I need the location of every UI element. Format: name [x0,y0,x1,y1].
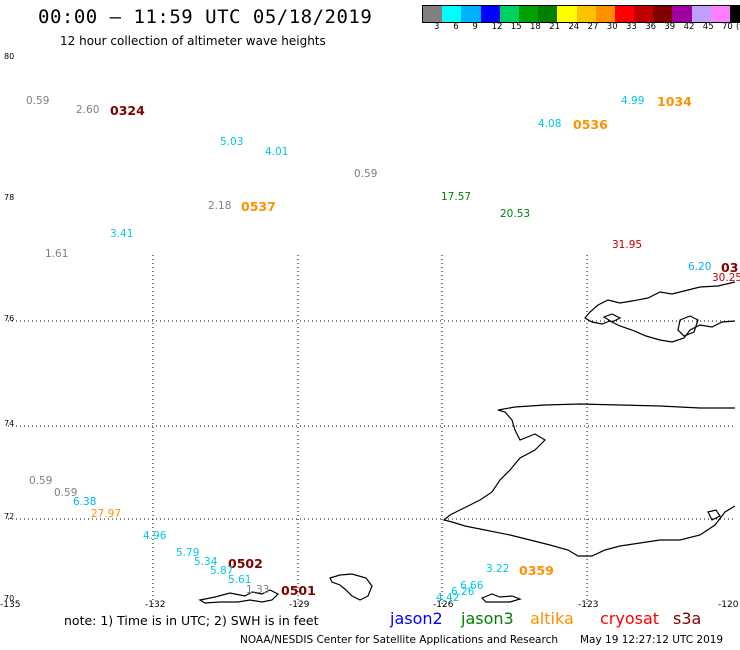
wave-height-label: 0.59 [26,95,50,107]
legend-satellite: cryosat [600,609,660,628]
color-scale-label: 15 [510,22,522,32]
wave-height-label: 5.61 [228,574,252,586]
pass-time-label: 0501 [281,583,316,598]
lat-label: 80 [4,52,15,61]
color-swatch [595,6,615,22]
color-scale-label: 21 [549,22,561,32]
wave-height-label: 17.57 [441,191,472,203]
pass-time-label: 03 [721,260,739,275]
wave-height-label: 30.25 [712,272,740,284]
pass-time-label: 0502 [228,556,263,571]
wave-height-label: 2.18 [208,200,232,212]
lat-label: 78 [4,193,15,202]
color-swatch [653,6,673,22]
color-scale-label: 33 [626,22,637,32]
legend-satellite: s3a [673,609,702,628]
color-swatch [538,6,558,22]
color-scale-label: 70 [722,22,733,32]
color-scale-label: 30 [606,22,618,32]
color-swatch [557,6,577,22]
legend-satellite: altika [530,609,574,628]
color-swatch [480,6,500,22]
wave-height-label: 4.99 [621,95,645,107]
color-scale-label: 42 [683,22,695,32]
chart-subtitle: 12 hour collection of altimeter wave hei… [60,34,326,48]
pass-time-label: 0324 [110,103,145,118]
color-scale-bar [422,5,740,23]
wave-height-label: 4.08 [538,118,562,130]
color-scale-label: 45 [702,22,714,32]
color-swatch [672,6,692,22]
color-swatch [442,6,462,22]
lon-label: -120 [718,600,739,610]
color-swatch [634,6,654,22]
wave-height-label: 5.34 [194,556,218,568]
wave-height-label: 0.59 [29,475,53,487]
pass-time-label: 0537 [241,199,276,214]
wave-height-label: 5.79 [176,547,200,559]
wave-height-label: 1.61 [45,248,69,260]
wave-height-label: 0.59 [354,168,378,180]
wave-height-label: 6.20 [688,261,712,273]
wave-height-label: 20.53 [500,208,531,220]
credit-line: NOAA/NESDIS Center for Satellite Applica… [240,634,558,646]
lat-label: 72 [4,512,15,521]
pass-time-label: 1034 [657,94,692,109]
lon-label: -126 [433,600,454,610]
color-scale-label: 18 [530,22,541,32]
wave-height-label: 3.41 [110,228,134,240]
color-scale-label: 9 [472,22,478,32]
pass-time-label: 0536 [573,117,608,132]
color-scale-label: 36 [645,22,657,32]
wave-height-label: 3.22 [486,563,510,575]
color-scale-label: 39 [664,22,676,32]
generated-timestamp: May 19 12:27:12 UTC 2019 [580,634,724,646]
coastline [198,281,736,604]
wave-height-label: 0.59 [54,487,78,499]
lon-label: -123 [578,600,599,610]
legend-satellite: jason2 [390,609,443,628]
wave-height-label: 5.03 [220,136,244,148]
color-swatch [423,6,443,22]
color-swatch [461,6,481,22]
lon-label: -132 [145,600,166,610]
color-swatch [576,6,596,22]
color-swatch [730,6,740,22]
units-note: note: 1) Time is in UTC; 2) SWH is in fe… [64,613,319,628]
color-scale-label: 6 [453,22,459,32]
chart-title: 00:00 – 11:59 UTC 05/18/2019 [38,6,373,28]
color-scale-label: (ft) [736,22,740,32]
legend-satellite: jason3 [461,609,514,628]
wave-height-label: 6.38 [73,496,97,508]
wave-height-label: 4.42 [436,592,460,604]
lat-label: 76 [4,314,15,323]
color-swatch [518,6,539,22]
wave-height-label: 4.01 [265,146,289,158]
lat-label: 74 [4,419,15,428]
wave-height-label: 2.60 [76,104,100,116]
wave-height-label: 6.66 [460,580,484,592]
color-swatch [499,6,519,22]
wave-height-label: 5.87 [210,565,234,577]
color-swatch [614,6,635,22]
color-swatch [710,6,730,22]
wave-height-label: 4.96 [143,530,167,542]
color-scale-label: 27 [587,22,599,32]
wave-height-label: 31.95 [612,239,643,251]
color-scale-label: 12 [491,22,503,32]
color-scale-label: 24 [568,22,580,32]
lon-label: -129 [289,600,310,610]
wave-height-label: 27.97 [91,508,122,520]
lat-label: 70 [4,594,15,603]
color-swatch [691,6,711,22]
wave-height-label: 1.33 [246,584,270,596]
lon-label: -135 [0,600,21,610]
graticule [8,255,735,604]
pass-time-label: 0359 [519,563,554,578]
wave-height-label: 6.26 [451,586,475,598]
color-scale-label: 3 [434,22,440,32]
